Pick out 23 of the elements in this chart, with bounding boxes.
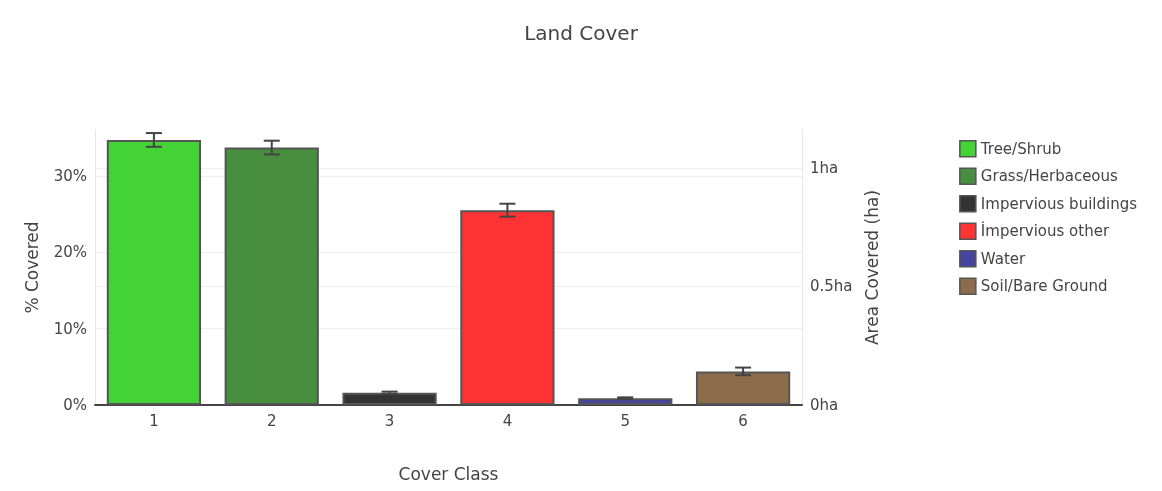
y-tick-label: 30% xyxy=(53,166,87,185)
x-tick-label: 2 xyxy=(266,411,277,430)
x-tick-label: 1 xyxy=(149,411,159,430)
legend-label: Impervious buildings xyxy=(980,194,1138,213)
x-tick-label: 5 xyxy=(620,411,631,430)
x-axis-title: Cover Class xyxy=(398,463,499,484)
y2-axis-title: Area Covered (ha) xyxy=(861,189,882,346)
x-tick-label: 4 xyxy=(502,411,513,430)
y-tick-label: 10% xyxy=(53,319,87,338)
x-tick-label: 3 xyxy=(384,411,395,430)
x-tick-label: 6 xyxy=(738,411,748,430)
y2-tick-label: 0ha xyxy=(810,396,839,414)
y-axis-title: % Covered xyxy=(21,221,42,314)
chart-title: Land Cover xyxy=(524,21,639,45)
legend-label: Grass/Herbaceous xyxy=(980,167,1119,186)
legend-label: Water xyxy=(980,249,1027,268)
y2-tick-label: 1ha xyxy=(810,158,839,177)
y2-tick-label: 0.5ha xyxy=(810,277,853,296)
y-tick-label: 0% xyxy=(63,396,87,414)
legend-label: Soil/Bare Ground xyxy=(980,277,1108,296)
y-tick-label: 20% xyxy=(53,243,87,262)
legend-label: İmpervious other xyxy=(980,221,1110,241)
legend-label: Tree/Shrub xyxy=(979,139,1062,158)
